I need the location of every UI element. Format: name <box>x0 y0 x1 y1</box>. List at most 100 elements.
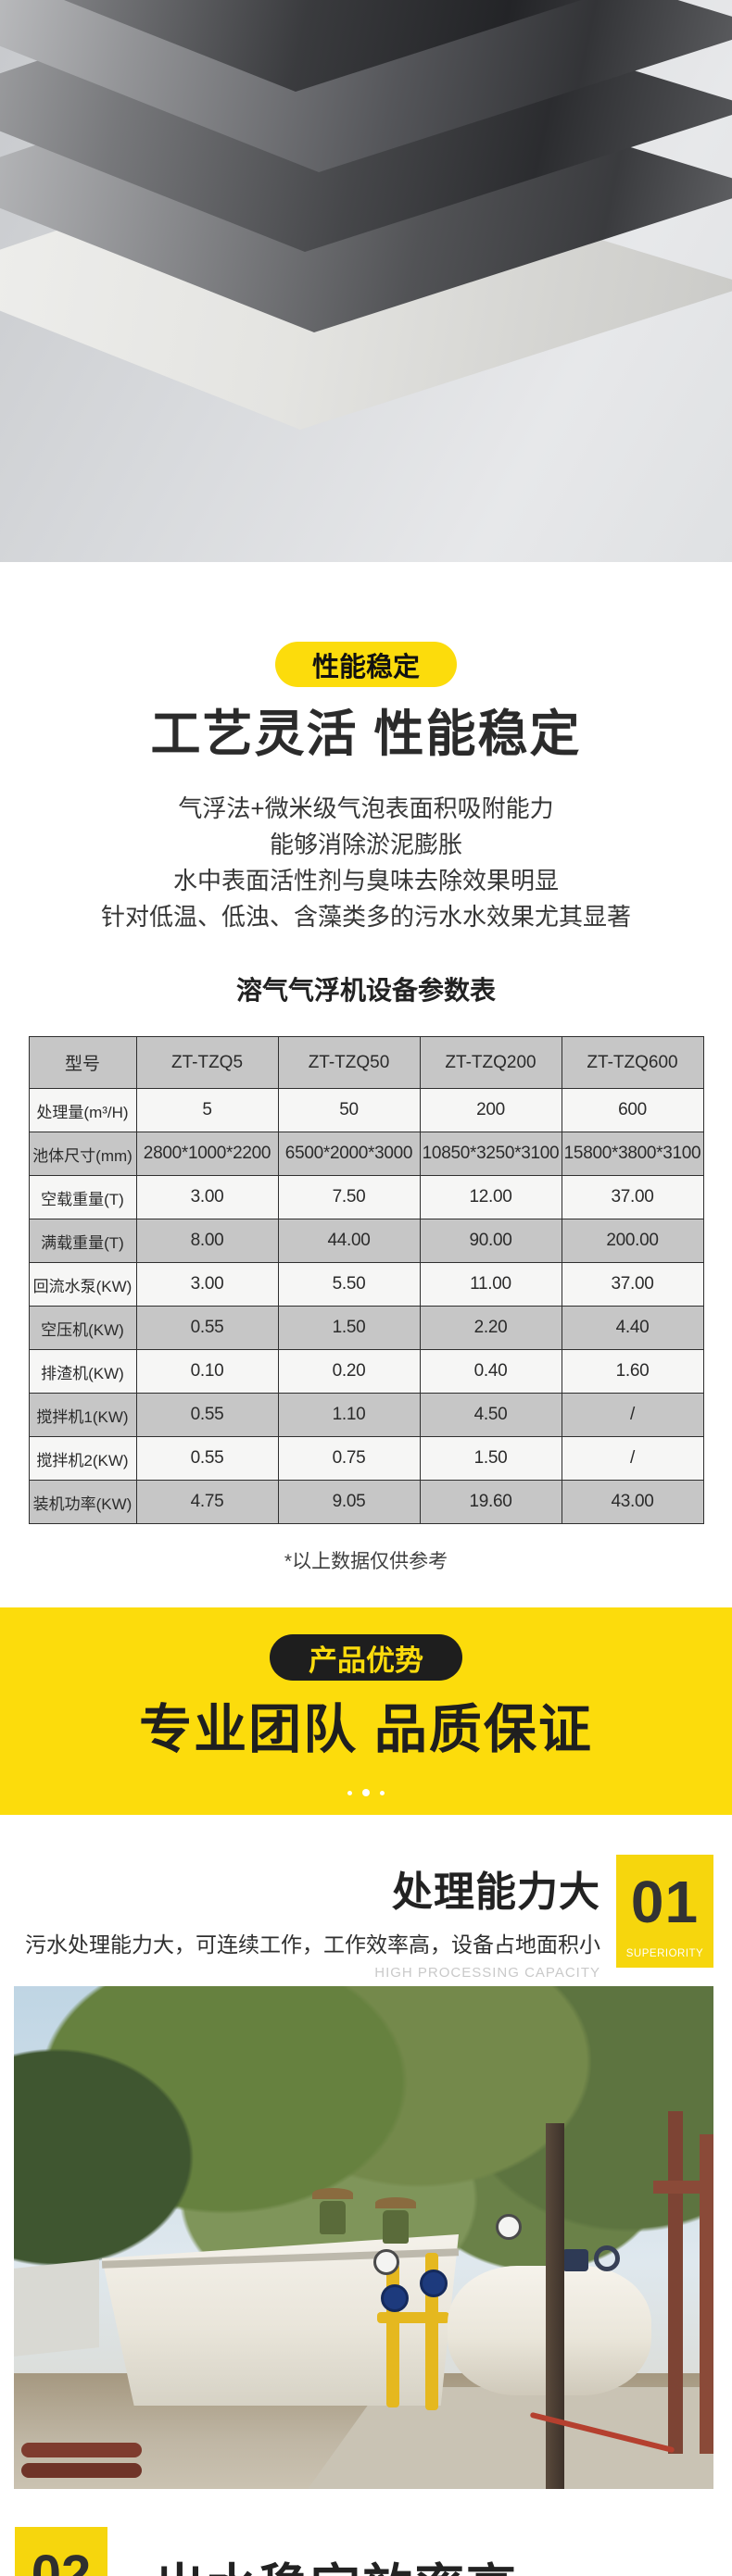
white-gap <box>0 2489 732 2527</box>
feature-line: 气浮法+微米级气泡表面积吸附能力 <box>178 794 554 822</box>
vessel-fitting <box>562 2249 588 2271</box>
row-label: 搅拌机2(KW) <box>28 1436 137 1481</box>
table-row: 池体尺寸(mm) 2800*1000*2200 6500*2000*3000 1085… <box>28 1132 704 1176</box>
red-pipe-frame <box>653 2181 713 2194</box>
row-label: 排渣机(KW) <box>28 1349 137 1394</box>
cell-value: 50 <box>277 1088 421 1132</box>
cell-value: 6500*2000*3000 <box>277 1132 421 1176</box>
advantage-1-number: 01 <box>630 1869 700 1935</box>
cell-value: 600 <box>561 1088 704 1132</box>
vent-cap <box>375 2197 416 2208</box>
feature-description: 气浮法+微米级气泡表面积吸附能力 能够消除淤泥膨胀 水中表面活性剂与臭味去除效果… <box>0 791 732 935</box>
advantage-2-section: 02 出水稳定效率高 <box>0 2527 732 2576</box>
motor <box>383 2210 409 2244</box>
advantage-1-subtitle: 污水处理能力大，可连续工作，工作效率高，设备占地面积小 <box>25 1932 600 1957</box>
row-label: 搅拌机1(KW) <box>28 1393 137 1437</box>
dot <box>380 1790 385 1795</box>
column-header: ZT-TZQ5 <box>135 1036 279 1089</box>
table-row: 搅拌机1(KW) 0.55 1.10 4.50/ <box>28 1393 704 1437</box>
dot <box>347 1790 352 1795</box>
cell-value: 0.10 <box>135 1349 279 1394</box>
advantage-badge: 产品优势 <box>270 1634 462 1681</box>
table-row: 排渣机(KW) 0.10 0.20 0.40 1.60 <box>28 1349 704 1394</box>
cell-value: 44.00 <box>277 1219 421 1263</box>
row-label: 池体尺寸(mm) <box>28 1132 137 1176</box>
advantage-2-title: 出水稳定效率高 <box>155 2546 518 2576</box>
cell-value: 90.00 <box>419 1219 562 1263</box>
cell-value: 5 <box>135 1088 279 1132</box>
cell-value: / <box>561 1436 704 1481</box>
advantage-2-number-box: 02 <box>15 2527 107 2576</box>
pressure-gauge <box>373 2249 399 2275</box>
decorative-dots <box>0 1789 732 1796</box>
cell-value: 9.05 <box>277 1480 421 1524</box>
advantage-1-subtitle-en: HIGH PROCESSING CAPACITY <box>374 1965 600 1981</box>
cell-value: 19.60 <box>419 1480 562 1524</box>
pressure-gauge <box>496 2214 522 2240</box>
valve-wheel <box>381 2284 409 2312</box>
cell-value: 7.50 <box>277 1175 421 1219</box>
cell-value: 5.50 <box>277 1262 421 1307</box>
feature-section: 性能稳定 工艺灵活 性能稳定 气浮法+微米级气泡表面积吸附能力 能够消除淤泥膨胀… <box>0 562 732 1607</box>
cell-value: 200.00 <box>561 1219 704 1263</box>
cell-value: 0.55 <box>135 1436 279 1481</box>
spec-table: 型号 ZT-TZQ5 ZT-TZQ50 ZT-TZQ200 ZT-TZQ600 … <box>28 1036 704 1524</box>
feature-title: 工艺灵活 性能稳定 <box>150 707 582 762</box>
cell-value: 1.10 <box>277 1393 421 1437</box>
cell-value: 12.00 <box>419 1175 562 1219</box>
advantage-1-title: 处理能力大 <box>392 1869 600 1915</box>
cell-value: 0.55 <box>135 1306 279 1350</box>
cell-value: 0.40 <box>419 1349 562 1394</box>
red-pipe-frame <box>668 2111 683 2454</box>
feature-line: 针对低温、低浊、含藻类多的污水水效果尤其显著 <box>100 903 631 931</box>
feature-badge: 性能稳定 <box>274 642 457 687</box>
valve-wheel <box>420 2270 448 2297</box>
spec-table-body: 处理量(m³/H) 5 50 200 600 池体尺寸(mm) 2800*1000*2200… <box>28 1088 704 1524</box>
row-label: 处理量(m³/H) <box>28 1088 137 1132</box>
cell-value: 11.00 <box>419 1262 562 1307</box>
row-label: 满载重量(T) <box>28 1219 137 1263</box>
cell-value: 0.20 <box>277 1349 421 1394</box>
cell-value: / <box>561 1393 704 1437</box>
cell-value: 4.50 <box>419 1393 562 1437</box>
cell-value: 0.55 <box>135 1393 279 1437</box>
table-row: 搅拌机2(KW) 0.55 0.75 1.50/ <box>28 1436 704 1481</box>
row-label: 回流水泵(KW) <box>28 1262 137 1307</box>
table-row: 空压机(KW) 0.55 1.50 2.20 4.40 <box>28 1306 704 1350</box>
cell-value: 4.75 <box>135 1480 279 1524</box>
cell-value: 1.50 <box>277 1306 421 1350</box>
column-header: ZT-TZQ600 <box>561 1036 704 1089</box>
lifting-eyelet <box>594 2245 620 2271</box>
pipe-pile <box>21 2443 142 2457</box>
cell-value: 2.20 <box>419 1306 562 1350</box>
vent-cap <box>312 2188 353 2199</box>
table-row: 空载重量(T) 3.00 7.50 12.00 37.00 <box>28 1175 704 1219</box>
column-header: 型号 <box>28 1036 137 1089</box>
feature-line: 水中表面活性剂与臭味去除效果明显 <box>172 867 559 894</box>
advantage-1-number-box: 01 SUPERIORITY <box>616 1855 713 1968</box>
cell-value: 1.50 <box>419 1436 562 1481</box>
white-wall <box>14 2259 99 2357</box>
advantage-1-section: 处理能力大 污水处理能力大，可连续工作，工作效率高，设备占地面积小 HIGH P… <box>0 1815 732 1986</box>
row-label: 装机功率(KW) <box>28 1480 137 1524</box>
cell-value: 0.75 <box>277 1436 421 1481</box>
table-footnote: *以上数据仅供参考 <box>284 1551 448 1572</box>
table-row: 满载重量(T) 8.00 44.00 90.00 200.00 <box>28 1219 704 1263</box>
column-header: ZT-TZQ50 <box>277 1036 421 1089</box>
advantage-2-number: 02 <box>31 2545 92 2576</box>
dot <box>362 1789 370 1796</box>
yellow-pipe <box>377 2312 449 2323</box>
cell-value: 2800*1000*2200 <box>135 1132 279 1176</box>
cell-value: 15800*3800*3100 <box>561 1132 704 1176</box>
advantage-banner-title: 专业团队 品质保证 <box>139 1700 593 1759</box>
red-pipe-frame <box>700 2134 713 2454</box>
cell-value: 43.00 <box>561 1480 704 1524</box>
column-header: ZT-TZQ200 <box>419 1036 562 1089</box>
equipment-photo <box>14 1986 713 2489</box>
spec-table-header-row: 型号 ZT-TZQ5 ZT-TZQ50 ZT-TZQ200 ZT-TZQ600 <box>28 1036 704 1089</box>
cell-value: 3.00 <box>135 1262 279 1307</box>
cell-value: 200 <box>419 1088 562 1132</box>
row-label: 空压机(KW) <box>28 1306 137 1350</box>
table-row: 回流水泵(KW) 3.00 5.50 11.00 37.00 <box>28 1262 704 1307</box>
